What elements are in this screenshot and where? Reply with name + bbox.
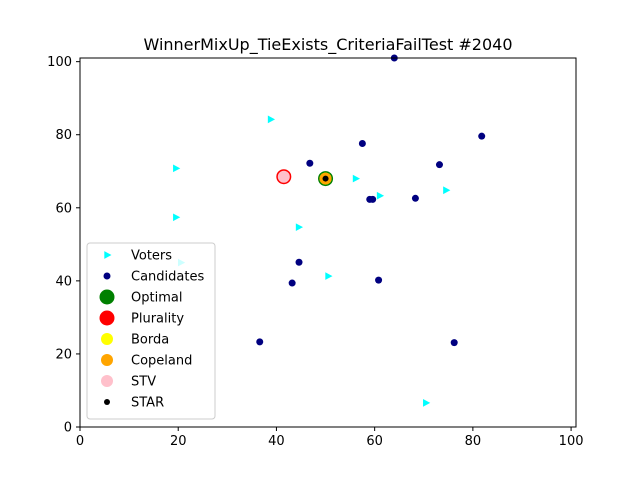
y-tick-label: 100 (47, 55, 72, 70)
x-tick-label: 40 (268, 434, 285, 449)
voters-point (352, 174, 361, 183)
x-tick-label: 100 (559, 434, 584, 449)
voters-point (325, 272, 333, 280)
voters-point (443, 186, 451, 195)
voters-point (423, 399, 431, 407)
voters-point (173, 213, 181, 222)
legend-marker (99, 289, 115, 305)
legend-label: Optimal (131, 291, 182, 306)
stv-point (277, 170, 290, 183)
x-tick-label: 80 (465, 434, 482, 449)
candidates-point (306, 159, 314, 167)
candidates-point (375, 276, 383, 284)
legend-box (86, 242, 216, 420)
y-tick-label: 0 (64, 421, 72, 436)
y-axis: 0 20 40 60 80 100 (47, 55, 80, 436)
legend-marker (104, 251, 112, 259)
y-tick-label: 40 (55, 274, 72, 289)
voters-point (267, 115, 276, 124)
legend-marker (101, 333, 113, 345)
voters-point (295, 223, 304, 231)
legend-marker (101, 375, 113, 387)
legend-label: Voters (131, 249, 172, 264)
x-tick-label: 20 (170, 434, 187, 449)
legend-label: Candidates (131, 270, 204, 285)
legend-label: Copeland (131, 354, 192, 369)
legend-label: Plurality (131, 312, 184, 327)
voters-point (173, 164, 181, 173)
candidates-point (369, 195, 377, 203)
candidates-point (435, 161, 443, 169)
y-tick-label: 80 (55, 128, 72, 143)
candidates-point (478, 132, 486, 140)
candidates-point (411, 194, 419, 202)
candidates-point (256, 338, 264, 346)
candidates-point (288, 279, 296, 287)
legend-marker (104, 399, 110, 405)
x-tick-label: 0 (76, 434, 84, 449)
plot-frame (79, 57, 577, 428)
voters-point (376, 191, 385, 200)
candidates-point (450, 339, 458, 347)
legend-label: STAR (131, 396, 164, 411)
legend-marker (99, 310, 115, 326)
y-tick-label: 20 (55, 347, 72, 362)
y-tick-label: 60 (55, 201, 72, 216)
legend-marker (103, 272, 111, 280)
legend: Voters Candidates Optimal Plurality Borda Cop… (86, 242, 216, 420)
star-point (322, 175, 329, 182)
legend-marker (101, 354, 113, 366)
x-tick-label: 60 (366, 434, 383, 449)
legend-label: Borda (131, 333, 169, 348)
candidates-point (295, 258, 303, 266)
chart-title: WinnerMixUp_TieExists_CriteriaFailTest #… (143, 35, 512, 55)
legend-label: STV (131, 375, 156, 390)
x-axis: 0 20 40 60 80 100 (76, 427, 584, 449)
candidates-point (358, 139, 366, 147)
